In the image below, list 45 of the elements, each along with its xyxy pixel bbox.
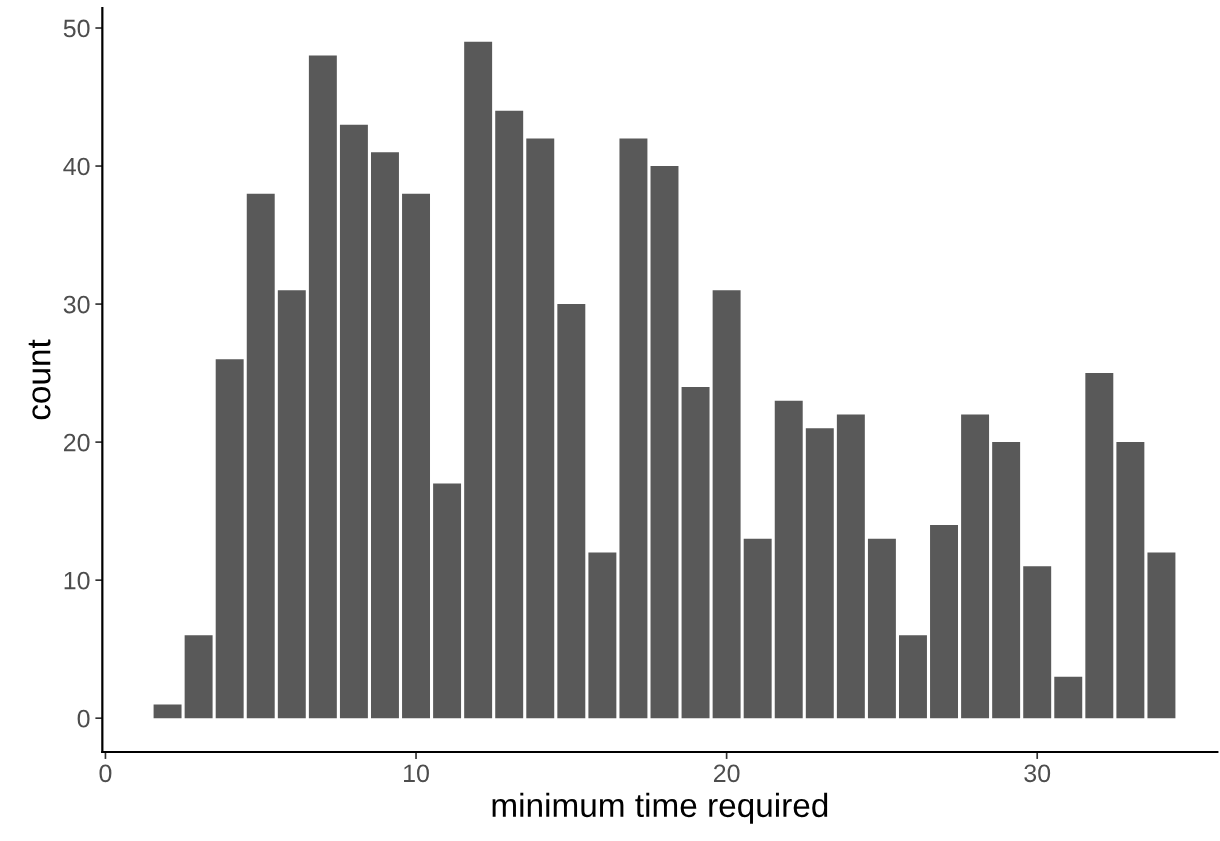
- bar: [867, 538, 896, 719]
- bar: [433, 483, 462, 719]
- bar: [681, 386, 710, 719]
- y-tick-label: 50: [63, 19, 90, 38]
- bar: [184, 635, 213, 719]
- x-tick-label: 30: [1024, 764, 1051, 783]
- y-tick-label: 10: [64, 571, 90, 590]
- bar: [495, 110, 524, 719]
- bar: [898, 635, 927, 719]
- bar: [774, 400, 803, 719]
- y-tick-label: 20: [63, 433, 90, 452]
- bar: [650, 166, 679, 719]
- bar: [805, 428, 834, 719]
- bar: [402, 193, 431, 719]
- bar: [371, 152, 399, 719]
- y-tick-label: 40: [63, 157, 90, 176]
- x-tick-label: 10: [404, 764, 429, 783]
- bar: [712, 290, 741, 719]
- bar: [836, 414, 865, 719]
- bar: [464, 41, 493, 719]
- bar: [557, 304, 586, 719]
- bar: [1023, 566, 1052, 719]
- bar: [339, 124, 368, 719]
- bar: [1054, 676, 1083, 719]
- x-tick-label: 0: [99, 764, 112, 783]
- bar: [246, 193, 275, 719]
- bar: [215, 359, 244, 719]
- bar: [1085, 373, 1114, 719]
- bar: [277, 290, 306, 719]
- bar: [743, 538, 772, 719]
- bar: [526, 138, 555, 719]
- bar: [992, 442, 1021, 719]
- y-axis-title: count: [28, 339, 51, 420]
- y-tick-label: 0: [77, 709, 90, 728]
- bar: [930, 524, 958, 719]
- bar: [308, 55, 337, 719]
- y-tick-label: 30: [63, 295, 90, 314]
- bar: [1147, 552, 1176, 719]
- bar: [1116, 442, 1145, 719]
- bar: [153, 704, 182, 719]
- x-axis-title: minimum time required: [492, 792, 828, 824]
- bar: [619, 138, 648, 719]
- x-tick-label: 20: [713, 764, 740, 783]
- bar: [588, 552, 617, 719]
- bar: [961, 414, 990, 719]
